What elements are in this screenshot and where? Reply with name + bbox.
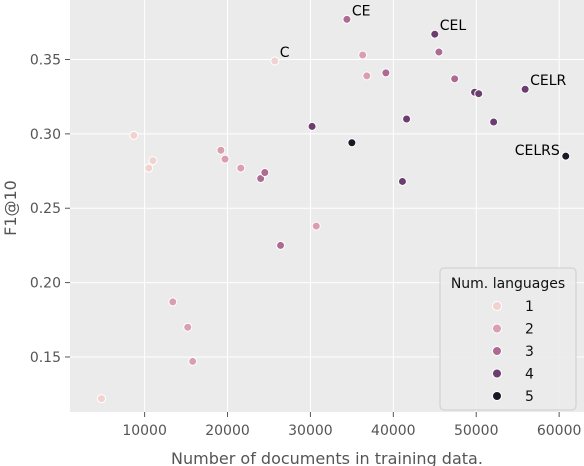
point-label-cel: CEL — [440, 18, 467, 34]
y-tick-label: 0.30 — [30, 127, 61, 143]
data-point — [149, 157, 157, 165]
data-point — [189, 357, 197, 365]
legend-marker — [493, 302, 502, 311]
data-point — [217, 146, 225, 154]
legend-label: 3 — [525, 344, 534, 360]
point-label-ce: CE — [352, 3, 371, 19]
legend-label: 4 — [525, 367, 534, 383]
data-point — [359, 51, 367, 59]
legend-marker — [493, 347, 502, 356]
data-point — [169, 298, 177, 306]
y-tick-label: 0.20 — [30, 276, 61, 292]
x-axis-title: Number of documents in training data. — [171, 449, 483, 466]
data-point — [451, 75, 459, 83]
data-point — [490, 118, 498, 126]
point-label-c: C — [280, 45, 290, 61]
x-tick-label: 50000 — [454, 423, 499, 439]
data-point — [363, 72, 371, 80]
point-label-celr: CELR — [530, 73, 566, 89]
data-point — [261, 169, 269, 177]
data-point — [431, 30, 439, 38]
y-tick-label: 0.15 — [30, 350, 61, 366]
x-tick-label: 30000 — [288, 423, 333, 439]
legend-label: 5 — [525, 389, 534, 405]
legend-label: 2 — [525, 322, 534, 338]
data-point — [308, 122, 316, 130]
x-tick-label: 40000 — [371, 423, 416, 439]
legend-marker — [493, 392, 502, 401]
data-point — [98, 395, 106, 403]
data-point — [521, 85, 529, 93]
x-tick-label: 60000 — [537, 423, 582, 439]
data-point — [403, 115, 411, 123]
legend: Num. languages 1 2 3 4 5 — [440, 268, 576, 410]
data-point — [221, 155, 229, 163]
data-point — [398, 177, 406, 185]
y-tick-label: 0.25 — [30, 201, 61, 217]
x-axis-ticks: 10000 20000 30000 40000 50000 60000 — [122, 412, 581, 439]
data-point — [382, 69, 390, 77]
data-point — [475, 90, 483, 98]
y-tick-label: 0.35 — [30, 52, 61, 68]
point-label-celrs: CELRS — [515, 143, 560, 159]
data-point — [435, 48, 443, 56]
data-point — [130, 131, 138, 139]
data-point — [184, 323, 192, 331]
legend-marker — [493, 369, 502, 378]
data-point — [145, 164, 153, 172]
data-point — [237, 164, 245, 172]
data-point — [271, 57, 279, 65]
x-tick-label: 10000 — [122, 423, 167, 439]
data-point — [277, 241, 285, 249]
legend-label: 1 — [525, 299, 534, 315]
data-point — [348, 139, 356, 147]
y-axis-ticks: 0.15 0.20 0.25 0.30 0.35 — [30, 52, 70, 365]
legend-marker — [493, 324, 502, 333]
data-point — [312, 222, 320, 230]
data-point — [562, 152, 570, 160]
legend-title: Num. languages — [451, 276, 565, 292]
data-point — [343, 15, 351, 23]
x-tick-label: 20000 — [205, 423, 250, 439]
y-axis-title: F1@10 — [1, 180, 20, 236]
